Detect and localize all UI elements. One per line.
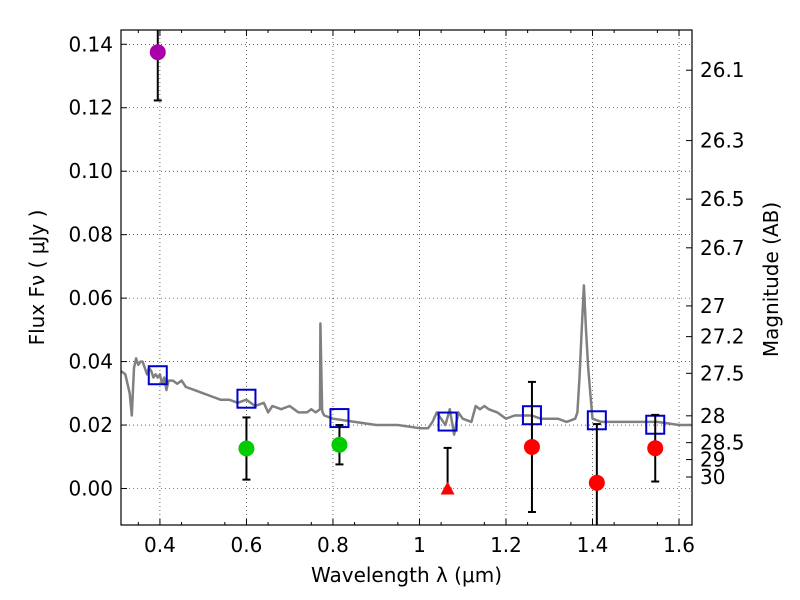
data-point bbox=[588, 474, 605, 491]
y2-tick-label: 27.5 bbox=[700, 361, 745, 385]
y2-tick-label: 30 bbox=[700, 465, 725, 489]
y-tick-label: 0.08 bbox=[68, 223, 113, 247]
plot-area-frame bbox=[120, 29, 693, 526]
x-tick-label: 1 bbox=[413, 533, 426, 557]
x-tick-label: 0.8 bbox=[317, 533, 349, 557]
y2-tick-label: 27 bbox=[700, 294, 725, 318]
upper-limit-point bbox=[440, 481, 455, 495]
data-point bbox=[238, 440, 255, 457]
y-tick-label: 0.06 bbox=[68, 286, 113, 310]
y-tick-label: 0.02 bbox=[68, 413, 113, 437]
y-tick-label: 0.12 bbox=[68, 96, 113, 120]
data-point bbox=[331, 436, 348, 453]
spectrum-line bbox=[120, 284, 692, 436]
x-tick-label: 1.4 bbox=[577, 533, 609, 557]
x-tick-label: 1.2 bbox=[490, 533, 522, 557]
y2-tick-label: 26.7 bbox=[700, 236, 745, 260]
y-tick-label: 0.10 bbox=[68, 159, 113, 183]
y2-tick-label: 29 bbox=[700, 448, 725, 472]
y2-tick-label: 26.1 bbox=[700, 58, 745, 82]
y2-axis-label: Magnitude (AB) bbox=[759, 202, 783, 357]
y2-tick-label: 28 bbox=[700, 404, 725, 428]
y-tick-label: 0.04 bbox=[68, 350, 113, 374]
y-tick-label: 0.00 bbox=[68, 477, 113, 501]
y2-tick-label: 26.3 bbox=[700, 129, 745, 153]
data-point bbox=[149, 44, 166, 61]
y2-tick-label: 27.2 bbox=[700, 325, 745, 349]
y-tick-label: 0.14 bbox=[68, 32, 113, 56]
photometry-points bbox=[147, 30, 666, 525]
y-axis-label: Flux Fν ( μJy ) bbox=[25, 210, 49, 346]
template-point bbox=[236, 388, 257, 409]
y2-tick-label: 26.5 bbox=[700, 187, 745, 211]
data-point bbox=[647, 440, 664, 457]
y2-tick-label: 28.5 bbox=[700, 431, 745, 455]
axis-ticks: 0.4 0.6 0.8 1 1.2 1.4 1.6 0.00 0.02 0.04 0.06 0.08 0… bbox=[68, 30, 745, 557]
template-point bbox=[147, 365, 168, 386]
x-tick-label: 0.6 bbox=[231, 533, 263, 557]
template-spectrum bbox=[120, 284, 692, 436]
data-point bbox=[523, 438, 540, 455]
grid-lines bbox=[121, 30, 692, 525]
template-point bbox=[437, 411, 458, 432]
x-tick-label: 1.6 bbox=[663, 533, 695, 557]
x-axis-label: Wavelength λ (μm) bbox=[311, 563, 502, 587]
x-tick-label: 0.4 bbox=[144, 533, 176, 557]
